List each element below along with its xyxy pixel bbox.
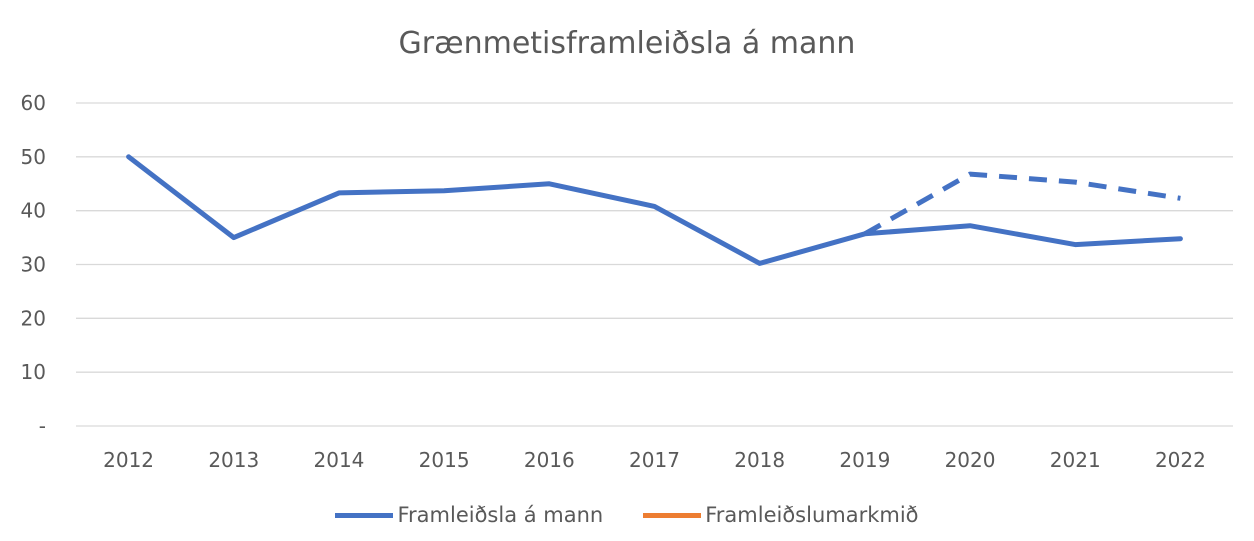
series-line-2 bbox=[863, 171, 1181, 236]
x-tick-label: 2012 bbox=[103, 448, 154, 472]
x-axis-tick-labels: 2012 2013 2014 2015 2016 2017 2018 2019 2020 2021… bbox=[103, 448, 1206, 472]
x-tick-label: 2018 bbox=[734, 448, 785, 472]
legend: Framleiðsla á mann Framleiðslumarkmið bbox=[0, 503, 1254, 527]
y-tick-label: 40 bbox=[21, 199, 46, 223]
x-tick-label: 2020 bbox=[945, 448, 996, 472]
x-tick-label: 2013 bbox=[208, 448, 259, 472]
legend-item-production: Framleiðsla á mann bbox=[335, 503, 603, 527]
legend-item-target: Framleiðslumarkmið bbox=[643, 503, 919, 527]
legend-swatch-production bbox=[335, 512, 394, 518]
legend-swatch-target bbox=[643, 512, 702, 518]
x-tick-label: 2015 bbox=[419, 448, 470, 472]
x-tick-label: 2019 bbox=[839, 448, 890, 472]
x-tick-label: 2014 bbox=[314, 448, 365, 472]
y-tick-label: 30 bbox=[21, 253, 46, 277]
y-tick-label: - bbox=[39, 414, 46, 438]
x-tick-label: 2017 bbox=[629, 448, 680, 472]
x-tick-label: 2022 bbox=[1155, 448, 1206, 472]
legend-label-target: Framleiðslumarkmið bbox=[705, 503, 919, 527]
series-lines bbox=[126, 154, 1183, 266]
y-axis-tick-labels: - 10 20 30 40 50 60 bbox=[21, 91, 46, 438]
x-tick-label: 2021 bbox=[1050, 448, 1101, 472]
gridlines bbox=[76, 102, 1233, 427]
chart-title: Grænmetisframleiðsla á mann bbox=[398, 26, 856, 61]
legend-label-production: Framleiðsla á mann bbox=[397, 503, 604, 527]
y-tick-label: 50 bbox=[21, 145, 46, 169]
x-tick-label: 2016 bbox=[524, 448, 575, 472]
y-tick-label: 60 bbox=[21, 91, 46, 115]
y-tick-label: 20 bbox=[21, 306, 46, 330]
y-tick-label: 10 bbox=[21, 360, 46, 384]
series-line-0 bbox=[126, 154, 1183, 266]
